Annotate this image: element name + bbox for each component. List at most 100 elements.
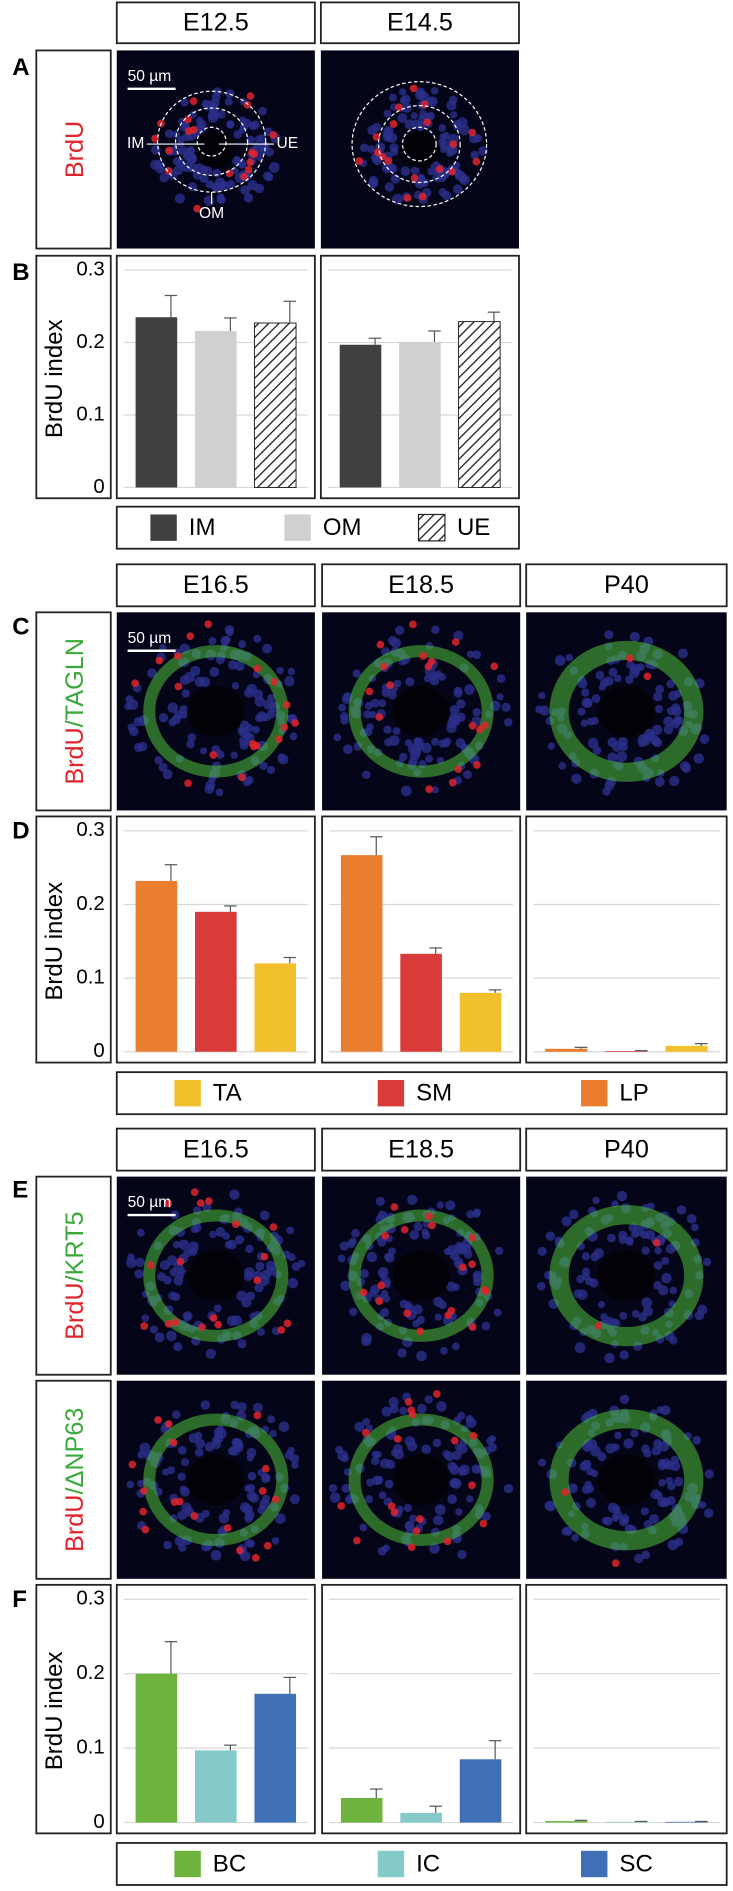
stain-label-box: [35, 1175, 112, 1376]
header-box: [115, 1127, 316, 1172]
legend-label: BC: [213, 1851, 246, 1878]
nucleus: [200, 165, 208, 174]
nucleus: [661, 1256, 670, 1265]
column-header: E14.5: [387, 9, 453, 37]
nucleus: [442, 132, 450, 140]
nucleus: [625, 675, 634, 684]
nucleus: [124, 702, 132, 711]
legend-label: IM: [189, 514, 216, 541]
brdu-nucleus: [459, 1263, 467, 1272]
nucleus: [400, 785, 412, 797]
nucleus: [403, 1503, 413, 1513]
nucleus: [611, 1318, 621, 1328]
brdu-nucleus: [594, 1321, 603, 1330]
nucleus: [457, 1549, 467, 1560]
nucleus: [182, 151, 192, 161]
bar: [195, 911, 237, 1052]
nucleus: [605, 1316, 614, 1325]
nucleus: [429, 1543, 440, 1554]
brdu-nucleus: [214, 1320, 223, 1329]
legend-swatch: [377, 1850, 405, 1878]
nucleus: [384, 1253, 395, 1263]
nucleus: [595, 670, 605, 680]
stain-label-box: [35, 49, 112, 250]
nucleus: [409, 1514, 418, 1523]
nucleus: [653, 1261, 663, 1270]
nucleus: [393, 679, 402, 688]
header-box: [115, 563, 316, 608]
brdu-nucleus: [393, 1435, 402, 1443]
nucleus: [413, 1221, 423, 1232]
nucleus: [449, 705, 460, 716]
brdu-nucleus: [280, 723, 289, 732]
nucleus: [544, 1500, 555, 1511]
stain-part: BrdU: [61, 727, 89, 784]
nucleus: [199, 676, 211, 688]
brdu-nucleus: [448, 778, 457, 787]
y-tick-label: 0.3: [76, 1588, 104, 1610]
nucleus: [667, 1482, 676, 1491]
nucleus: [180, 98, 189, 107]
nucleus: [245, 1244, 254, 1254]
legend-label: SM: [416, 1080, 452, 1107]
legend-swatch: [377, 1079, 405, 1107]
brdu-nucleus: [420, 100, 429, 109]
nucleus: [329, 1492, 341, 1503]
nucleus: [261, 1473, 271, 1483]
nucleus: [407, 743, 419, 754]
brdu-nucleus: [164, 1420, 173, 1428]
y-tick-label: 0.1: [76, 1737, 104, 1759]
nucleus: [186, 740, 195, 749]
nucleus: [617, 737, 628, 748]
brdu-nucleus: [165, 146, 173, 155]
nucleus: [388, 1396, 399, 1408]
nucleus: [631, 1309, 640, 1318]
nucleus: [267, 1415, 276, 1424]
brdu-nucleus: [378, 152, 387, 161]
lumen: [187, 1250, 245, 1302]
nucleus: [372, 122, 382, 132]
y-tick-label: 0.2: [76, 1662, 104, 1684]
brdu-nucleus: [409, 84, 418, 93]
nucleus: [184, 671, 196, 683]
nucleus: [258, 134, 267, 143]
nucleus: [474, 134, 483, 143]
nucleus: [455, 1508, 463, 1516]
nucleus: [341, 1483, 351, 1493]
plot-box: [525, 1583, 728, 1835]
nucleus: [466, 1210, 475, 1219]
nucleus: [209, 667, 220, 677]
nucleus: [501, 702, 511, 712]
nucleus: [262, 643, 273, 654]
nucleus: [449, 715, 461, 727]
nucleus: [340, 716, 349, 725]
nucleus: [537, 1246, 547, 1256]
nucleus: [569, 1209, 579, 1220]
nucleus: [194, 1448, 204, 1457]
column-header: E18.5: [388, 571, 454, 599]
nucleus: [654, 776, 665, 787]
brdu-nucleus: [410, 174, 419, 182]
nucleus: [359, 1523, 368, 1532]
nucleus: [287, 1277, 299, 1289]
brdu-nucleus: [169, 1438, 178, 1447]
nucleus: [561, 1216, 572, 1227]
nucleus: [438, 739, 447, 748]
nucleus: [388, 164, 398, 174]
nucleus: [581, 1252, 591, 1261]
nucleus: [375, 1196, 385, 1206]
nucleus: [239, 735, 250, 746]
scale-bar-label: 50 µm: [128, 1194, 172, 1211]
brdu-nucleus: [418, 192, 427, 201]
nucleus: [252, 1402, 263, 1413]
nucleus: [243, 1271, 254, 1282]
y-tick-label: 0: [93, 1811, 104, 1833]
nucleus: [154, 756, 163, 765]
nucleus: [421, 1228, 429, 1236]
nucleus: [182, 1311, 193, 1322]
nucleus: [565, 653, 574, 662]
brdu-nucleus: [193, 204, 201, 213]
brdu-nucleus: [128, 1460, 137, 1469]
nucleus: [608, 667, 618, 677]
